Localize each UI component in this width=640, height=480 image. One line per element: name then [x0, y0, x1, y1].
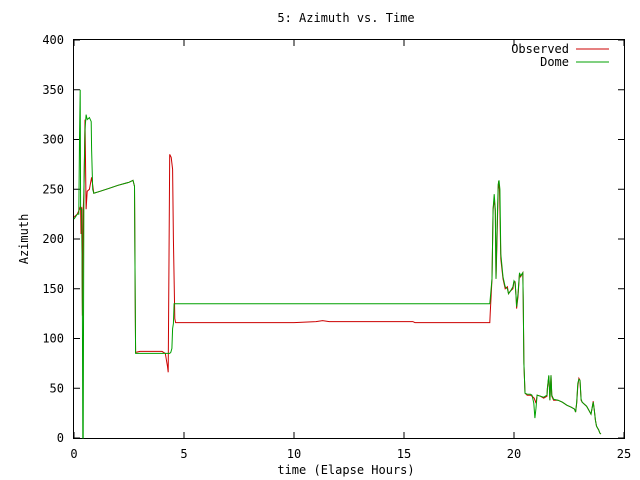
y-tick-label: 0: [57, 431, 64, 445]
x-tick-label: 10: [287, 447, 301, 461]
series-layer: [73, 89, 602, 439]
x-tick-label: 25: [617, 447, 631, 461]
y-axis-label: Azimuth: [17, 214, 31, 265]
y-tick-label: 250: [42, 182, 64, 196]
chart-title: 5: Azimuth vs. Time: [277, 11, 414, 25]
x-axis-label: time (Elapse Hours): [277, 463, 414, 477]
x-tick-label: 0: [70, 447, 77, 461]
y-tick-label: 400: [42, 33, 64, 47]
legend-label-dome: Dome: [540, 55, 569, 69]
y-tick-label: 50: [50, 381, 64, 395]
y-tick-label: 100: [42, 332, 64, 346]
x-tick-label: 15: [397, 447, 411, 461]
x-tick-label: 5: [180, 447, 187, 461]
legend-label-observed: Observed: [511, 42, 569, 56]
y-tick-label: 200: [42, 232, 64, 246]
plot-frame: [73, 39, 625, 439]
x-tick-label: 20: [507, 447, 521, 461]
y-tick-label: 150: [42, 282, 64, 296]
series-line-observed: [73, 119, 602, 435]
series-line-dome: [73, 89, 602, 439]
y-tick-label: 300: [42, 133, 64, 147]
y-tick-label: 350: [42, 83, 64, 97]
